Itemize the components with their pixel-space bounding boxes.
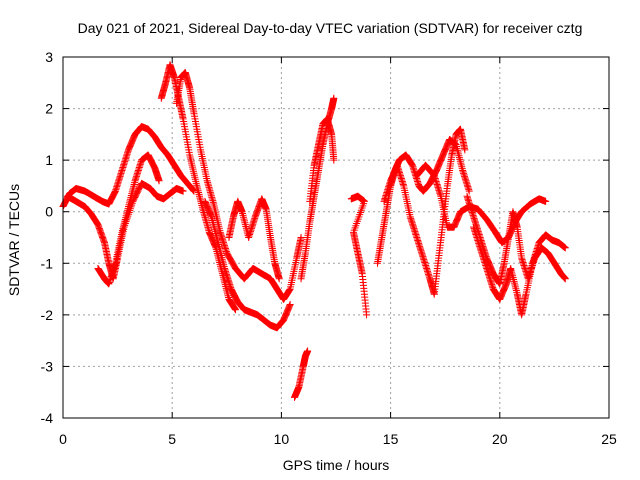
y-tick-label: 3: [45, 49, 53, 65]
data-point: [363, 311, 371, 319]
data-point: [561, 244, 569, 252]
series-arc-b: [63, 179, 187, 283]
data-point: [561, 275, 569, 283]
y-tick-label: -1: [41, 255, 54, 271]
data-point: [429, 170, 437, 178]
series-arc-k: [347, 192, 371, 319]
series-arc-p: [470, 223, 569, 319]
grid-lines: [63, 57, 609, 418]
x-axis-ticks: 0 5 10 15 20 25: [59, 57, 617, 447]
plot-frame: [62, 56, 610, 419]
data-point: [465, 187, 473, 195]
series-arc-c: [94, 151, 163, 288]
chart-title: Day 021 of 2021, Sidereal Day-to-day VTE…: [78, 20, 583, 36]
data-point: [232, 306, 240, 314]
series-arc-m: [380, 125, 469, 298]
series-arc-e: [173, 68, 305, 303]
y-axis-label: SDTVAR / TECUs: [6, 184, 22, 296]
series-arc-g: [225, 195, 283, 283]
data-point: [286, 301, 294, 309]
y-tick-label: -4: [41, 410, 54, 426]
x-tick-label: 15: [383, 431, 399, 447]
x-axis-label: GPS time / hours: [283, 457, 390, 473]
series-arc-i: [297, 94, 338, 283]
series-arc-l: [373, 136, 473, 267]
series-arc-d: [157, 61, 240, 314]
y-tick-label: 1: [45, 152, 53, 168]
data-point: [275, 275, 283, 283]
x-tick-label: 20: [492, 431, 508, 447]
data-point: [461, 146, 469, 154]
data-point: [179, 187, 187, 195]
series-arc-h: [291, 347, 312, 401]
x-tick-label: 10: [274, 431, 290, 447]
x-tick-label: 25: [601, 431, 617, 447]
data-point: [330, 156, 338, 164]
data-point: [155, 177, 163, 185]
x-tick-label: 5: [168, 431, 176, 447]
series-arc-f: [201, 197, 294, 332]
y-tick-label: -3: [41, 358, 54, 374]
data-points: [59, 61, 569, 401]
data-point: [330, 94, 338, 102]
data-point: [297, 234, 305, 241]
x-tick-label: 0: [59, 431, 67, 447]
y-tick-label: 2: [45, 101, 53, 117]
data-point: [542, 197, 550, 205]
y-axis-ticks: -4 -3 -2 -1 0 1 2 3: [41, 49, 609, 426]
y-tick-label: -2: [41, 307, 54, 323]
data-point: [304, 347, 312, 355]
series-arc-j: [306, 115, 338, 205]
y-tick-label: 0: [45, 204, 53, 220]
